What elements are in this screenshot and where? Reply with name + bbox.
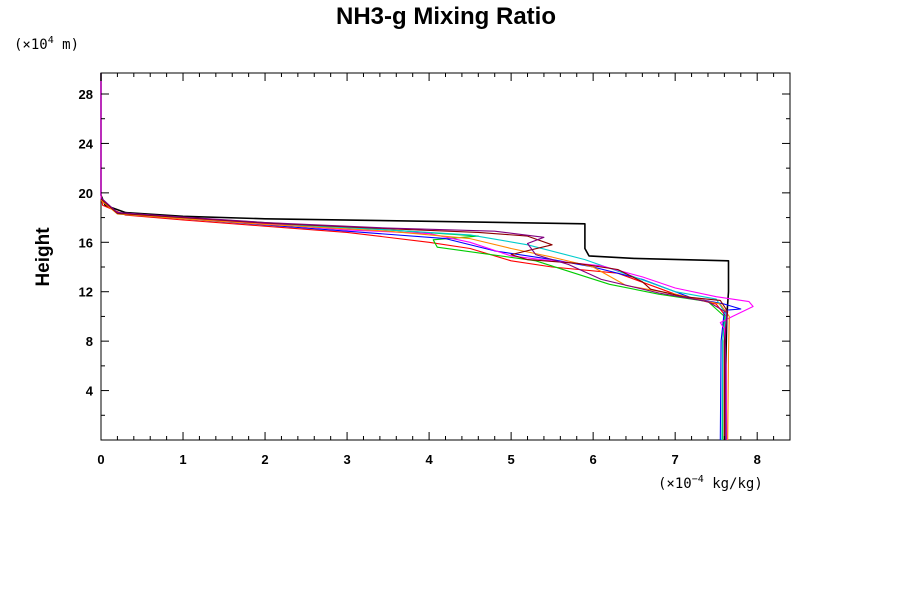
y-tick-label: 4 [86, 384, 94, 399]
x-tick-label: 7 [672, 452, 679, 467]
series-layer [100, 73, 754, 441]
y-tick-label: 24 [79, 136, 94, 151]
series-line-3 [100, 198, 725, 440]
y-tick-label: 8 [86, 334, 93, 349]
x-tick-label: 0 [97, 452, 104, 467]
x-tick-label: 5 [508, 452, 515, 467]
y-tick-label: 12 [79, 285, 93, 300]
x-tick-label: 4 [425, 452, 433, 467]
y-axis-unit: (×104 m) [14, 35, 79, 53]
y-tick-label: 28 [79, 87, 93, 102]
x-tick-label: 3 [343, 452, 350, 467]
series-line-6 [100, 73, 754, 441]
x-tick-label: 6 [590, 452, 597, 467]
x-tick-label: 1 [179, 452, 186, 467]
y-tick-label: 20 [79, 186, 93, 201]
plot-frame [100, 72, 791, 441]
series-line-5 [100, 197, 727, 441]
series-line-1 [100, 73, 730, 440]
y-axis-label: Height [33, 227, 54, 287]
x-tick-label: 8 [754, 452, 761, 467]
series-line-8 [100, 198, 729, 440]
x-tick-label: 2 [261, 452, 268, 467]
chart-title: NH3-g Mixing Ratio [336, 3, 556, 30]
y-tick-label: 16 [79, 235, 93, 250]
x-axis-unit: (×10−4 kg/kg) [658, 474, 763, 492]
series-line-9 [100, 197, 728, 441]
